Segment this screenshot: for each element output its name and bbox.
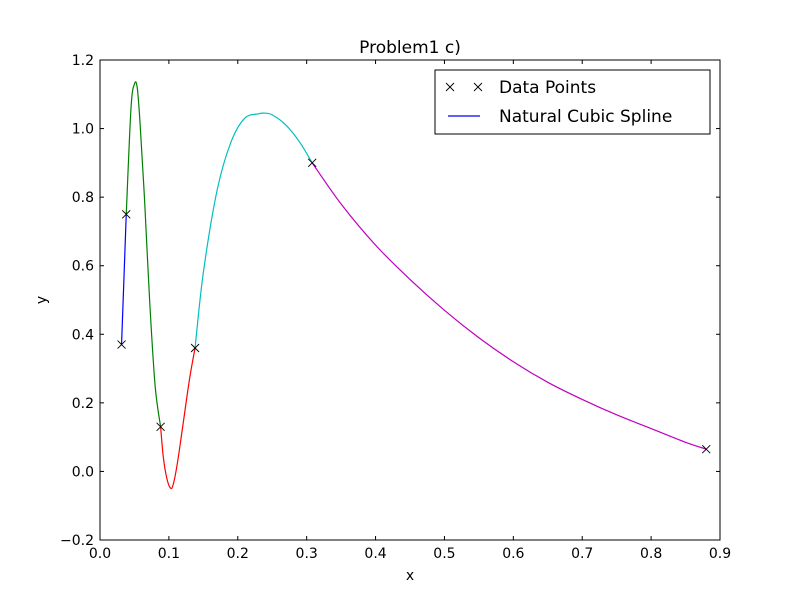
- x-axis-ticks: 0.0 0.1 0.2 0.3 0.4 0.5 0.6 0.7 0.8 0.9: [89, 60, 731, 562]
- y-tick-label: −0.2: [60, 533, 94, 549]
- legend-label: Natural Cubic Spline: [499, 107, 672, 127]
- marker-stroke: [190, 343, 200, 353]
- legend-entries: Data Points Natural Cubic Spline: [445, 78, 672, 127]
- data-point-marker: [121, 209, 131, 219]
- x-tick-label: 0.3: [296, 546, 318, 562]
- spline-curves: [120, 81, 707, 490]
- marker-stroke: [701, 444, 711, 454]
- x-axis-label: x: [406, 568, 414, 584]
- y-tick-label: 0.0: [72, 464, 94, 480]
- spline-segment-1: [120, 214, 127, 345]
- legend-label: Data Points: [499, 78, 596, 98]
- plot-background: [100, 60, 720, 540]
- spline-segment-5: [311, 162, 707, 450]
- spline-segment-2: [125, 81, 162, 427]
- x-tick-label: 0.5: [433, 546, 455, 562]
- x-tick-label: 0.7: [571, 546, 593, 562]
- y-axis-ticks: −0.2 0.0 0.2 0.4 0.6 0.8 1.0 1.2: [60, 53, 720, 549]
- marker-stroke: [121, 209, 131, 219]
- marker-stroke: [307, 158, 317, 168]
- data-point-marker: [156, 422, 165, 432]
- legend-marker-stroke: [445, 82, 455, 92]
- marker-stroke: [156, 422, 165, 432]
- legend-entry: Data Points: [445, 78, 596, 98]
- data-point-marker: [117, 340, 126, 349]
- y-tick-label: 1.0: [72, 122, 94, 138]
- legend-marker-stroke: [473, 82, 483, 92]
- data-point-markers: [117, 158, 711, 454]
- plot-frame: [99, 59, 721, 541]
- legend-entry: Natural Cubic Spline: [448, 107, 672, 127]
- chart-title: Problem1 c): [359, 38, 461, 58]
- y-tick-label: 0.4: [72, 327, 94, 343]
- legend: Data Points Natural Cubic Spline: [434, 69, 711, 135]
- y-axis-label: y: [34, 296, 50, 304]
- x-tick-label: 0.1: [158, 546, 180, 562]
- spline-segment-3: [160, 347, 196, 490]
- y-tick-label: 0.8: [72, 190, 94, 206]
- spline-segment-4: [194, 112, 313, 349]
- data-point-marker: [701, 444, 711, 454]
- y-tick-label: 0.6: [72, 259, 94, 275]
- x-tick-label: 0.4: [364, 546, 386, 562]
- x-tick-label: 0.0: [89, 546, 111, 562]
- x-tick-label: 0.6: [502, 546, 524, 562]
- data-point-marker: [307, 158, 317, 168]
- y-tick-label: 0.2: [72, 396, 94, 412]
- x-tick-label: 0.8: [640, 546, 662, 562]
- x-tick-label: 0.2: [227, 546, 249, 562]
- x-tick-label: 0.9: [709, 546, 731, 562]
- y-tick-label: 1.2: [72, 53, 94, 69]
- marker-stroke: [117, 340, 126, 349]
- plot-area: 0.0 0.1 0.2 0.3 0.4 0.5 0.6 0.7 0.8 0.9 −0.20.00.…: [60, 53, 731, 562]
- data-point-marker: [190, 343, 200, 353]
- legend-box: [434, 69, 711, 135]
